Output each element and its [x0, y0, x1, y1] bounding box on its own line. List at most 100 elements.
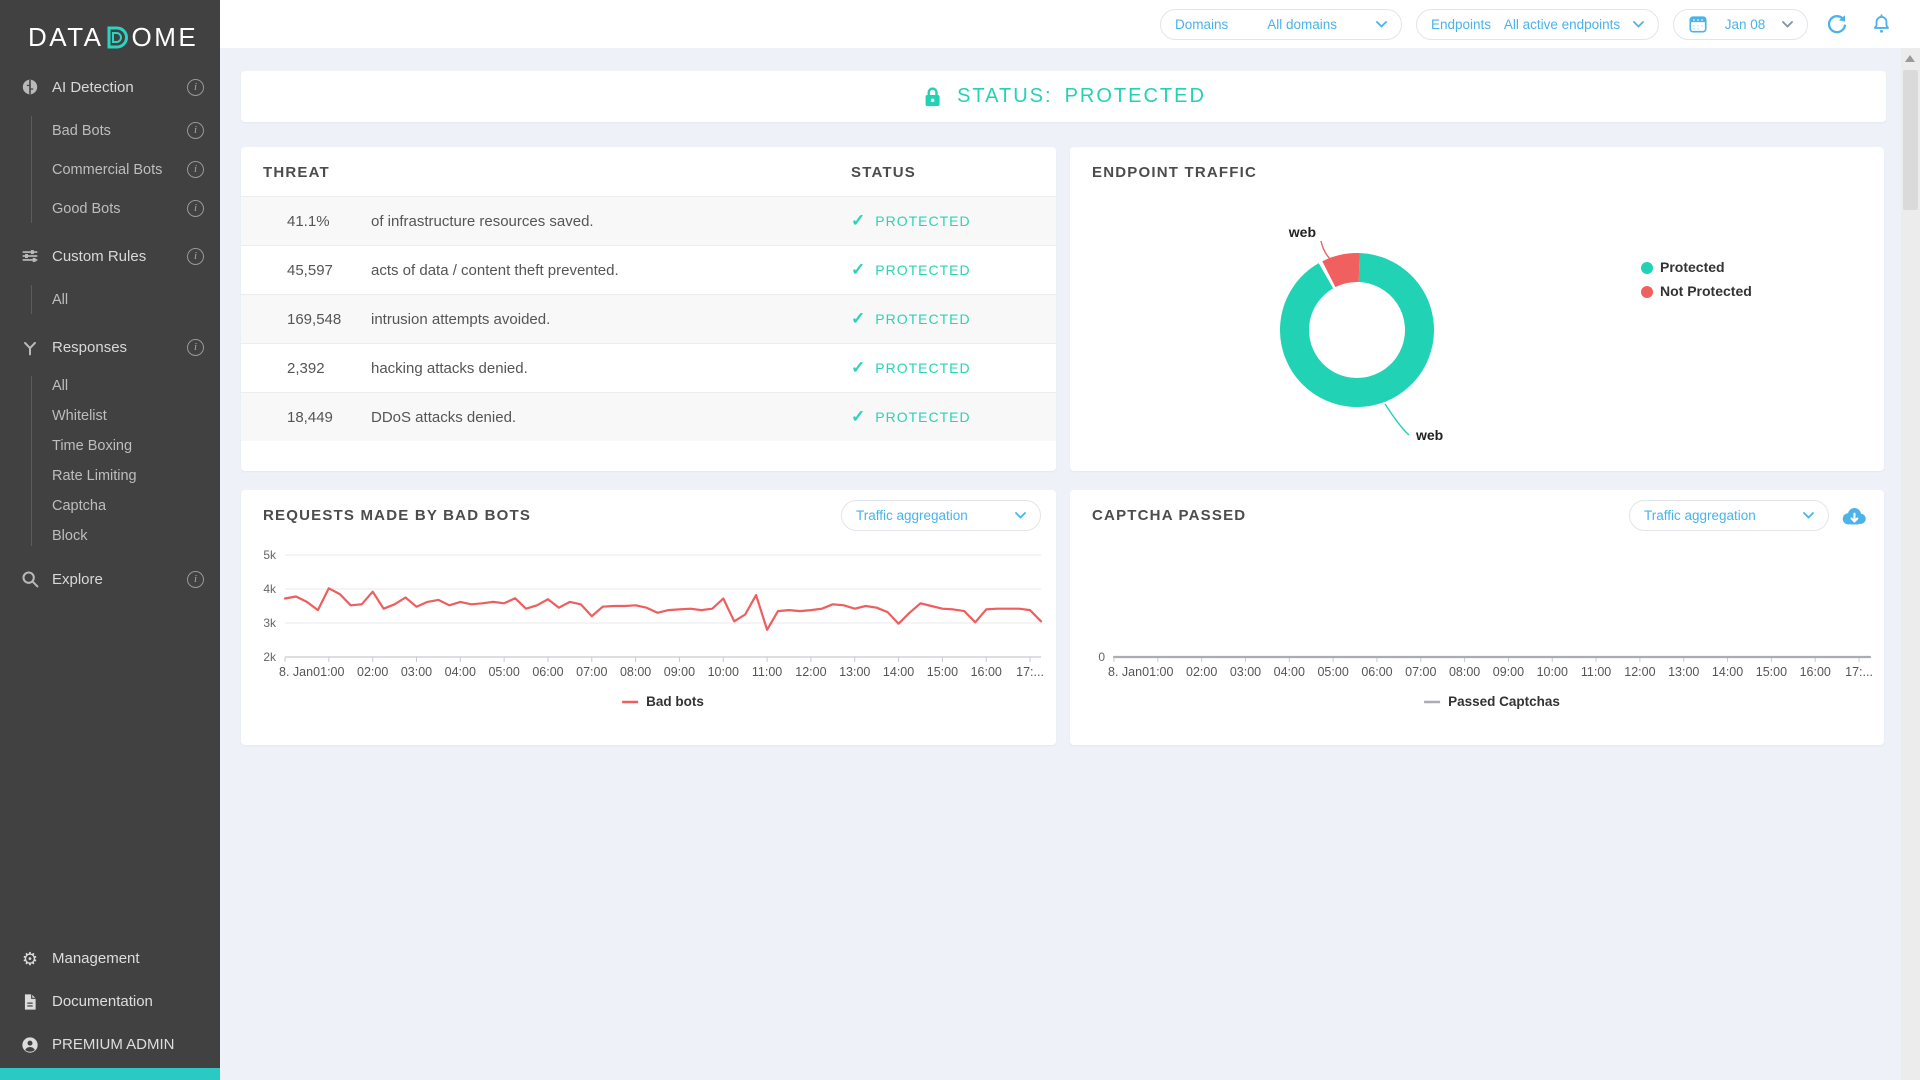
threat-table-row: 18,449 DDoS attacks denied. ✓ PROTECTED: [241, 392, 1056, 441]
protected-status-badge: ✓ PROTECTED: [851, 358, 1056, 378]
threat-value: 2,392: [287, 359, 325, 377]
legend-item-bad-bots[interactable]: Bad bots: [622, 694, 704, 709]
threat-status-header: STATUS: [851, 164, 916, 181]
sidebar-subitem-all[interactable]: All: [0, 371, 220, 401]
scrollbar-thumb[interactable]: [1903, 70, 1918, 210]
sidebar-subitem-block[interactable]: Block: [0, 521, 220, 551]
gear-icon: ⚙: [21, 948, 39, 969]
legend-item-passed-captchas[interactable]: Passed Captchas: [1424, 694, 1560, 709]
protected-status-text: PROTECTED: [875, 409, 971, 425]
chevron-down-icon: [1015, 512, 1026, 519]
svg-text:Protected: Protected: [1660, 259, 1725, 275]
info-icon[interactable]: i: [187, 570, 204, 588]
domains-dropdown[interactable]: Domains All domains: [1160, 8, 1402, 40]
subgroup-indent-line: [31, 116, 32, 223]
sidebar-item-premium-admin[interactable]: PREMIUM ADMIN: [0, 1023, 220, 1066]
sidebar-subitem-commercial-bots[interactable]: Commercial Bots i: [0, 150, 220, 189]
sidebar-item-management[interactable]: ⚙ Management: [0, 937, 220, 980]
threat-value: 169,548: [287, 310, 342, 328]
sidebar-subitem-time-boxing[interactable]: Time Boxing: [0, 431, 220, 461]
badbots-aggregation-dropdown[interactable]: Traffic aggregation: [841, 500, 1041, 531]
search-icon: [22, 571, 39, 588]
sidebar-item-label: Documentation: [52, 993, 153, 1010]
svg-text:03:00: 03:00: [401, 665, 432, 679]
legend-item-protected[interactable]: Protected: [1641, 259, 1725, 275]
sidebar-subitem-label: Whitelist: [52, 408, 107, 424]
sidebar-item-custom-rules[interactable]: Custom Rules i: [0, 234, 220, 278]
badbots-card-title: REQUESTS MADE BY BAD BOTS: [263, 507, 532, 524]
svg-text:13:00: 13:00: [839, 665, 870, 679]
svg-text:09:00: 09:00: [1493, 665, 1524, 679]
sidebar-item-label: Custom Rules: [52, 247, 147, 265]
check-icon: ✓: [851, 309, 867, 328]
sidebar-subitem-good-bots[interactable]: Good Bots i: [0, 189, 220, 228]
sidebar-item-label: PREMIUM ADMIN: [52, 1036, 175, 1053]
endpoint-traffic-donut-chart: web web Protected Not Protected: [1280, 224, 1752, 443]
svg-text:06:00: 06:00: [1361, 665, 1392, 679]
domains-label: Domains: [1175, 16, 1229, 32]
refresh-button[interactable]: [1822, 9, 1852, 39]
sidebar-subitem-label: Commercial Bots: [52, 161, 163, 178]
sidebar: DATA OME AI Detection i Bad Bots i Commercia…: [0, 0, 220, 1080]
svg-text:17:...: 17:...: [1845, 665, 1873, 679]
info-icon[interactable]: i: [187, 247, 204, 265]
legend-item-not-protected[interactable]: Not Protected: [1641, 283, 1752, 299]
info-icon[interactable]: i: [187, 78, 204, 96]
main-content: STATUS: PROTECTED THREAT STATUS 41.1% of …: [220, 48, 1920, 1080]
date-value: Jan 08: [1724, 16, 1766, 32]
svg-text:13:00: 13:00: [1668, 665, 1699, 679]
threat-table-row: 169,548 intrusion attempts avoided. ✓ PROTE…: [241, 294, 1056, 343]
topbar: Domains All domains Endpoints All active…: [220, 0, 1920, 48]
sidebar-item-label: Explore: [52, 570, 103, 588]
bad-bots-line-chart: 2k 3k 4k 5k 8. Jan 01:00 02:00 03:00 04:00 05:00 0…: [263, 548, 1044, 709]
sidebar-subitem-captcha[interactable]: Captcha: [0, 491, 220, 521]
sidebar-subitem-all[interactable]: All: [0, 280, 220, 319]
sidebar-item-responses[interactable]: Responses i: [0, 325, 220, 369]
info-icon[interactable]: i: [187, 200, 204, 217]
check-icon: ✓: [851, 211, 867, 230]
threat-table-row: 2,392 hacking attacks denied. ✓ PROTECTED: [241, 343, 1056, 392]
threat-value: 41.1%: [287, 212, 330, 230]
notifications-button[interactable]: [1866, 9, 1896, 39]
status-banner: STATUS: PROTECTED: [241, 71, 1886, 122]
status-value: PROTECTED: [1064, 85, 1206, 107]
brain-icon: [22, 79, 38, 95]
protected-status-text: PROTECTED: [875, 262, 971, 278]
threat-description: intrusion attempts avoided.: [371, 310, 551, 328]
protected-status-badge: ✓ PROTECTED: [851, 407, 1056, 427]
captcha-aggregation-dropdown[interactable]: Traffic aggregation: [1629, 500, 1829, 531]
svg-text:8. Jan: 8. Jan: [1108, 665, 1142, 679]
sidebar-item-explore[interactable]: Explore i: [0, 557, 220, 601]
info-icon[interactable]: i: [187, 122, 204, 139]
sliders-icon: [20, 246, 40, 266]
svg-text:14:00: 14:00: [1712, 665, 1743, 679]
logo-d-icon: [107, 26, 129, 48]
sidebar-item-ai-detection[interactable]: AI Detection i: [0, 65, 220, 109]
svg-text:web: web: [1415, 427, 1443, 443]
sidebar-subitem-label: Good Bots: [52, 200, 121, 217]
datadome-logo: DATA OME: [0, 0, 220, 53]
date-picker[interactable]: Jan 08: [1673, 8, 1808, 40]
sidebar-item-label: Responses: [52, 338, 128, 356]
protected-status-text: PROTECTED: [875, 360, 971, 376]
sidebar-subitem-whitelist[interactable]: Whitelist: [0, 401, 220, 431]
sidebar-item-documentation[interactable]: Documentation: [0, 980, 220, 1023]
svg-text:3k: 3k: [263, 616, 277, 630]
badbots-aggregation-label: Traffic aggregation: [856, 508, 968, 523]
scrollbar-up-arrow[interactable]: [1905, 55, 1915, 62]
page-scrollbar[interactable]: [1901, 48, 1920, 1080]
threat-table: 41.1% of infrastructure resources saved. ✓…: [241, 196, 1056, 441]
info-icon[interactable]: i: [187, 338, 204, 356]
threat-description: DDoS attacks denied.: [371, 408, 517, 426]
refresh-icon: [1827, 15, 1847, 34]
info-icon[interactable]: i: [187, 161, 204, 178]
user-icon: [22, 1036, 38, 1053]
threat-description: acts of data / content theft prevented.: [371, 261, 619, 279]
svg-text:02:00: 02:00: [357, 665, 388, 679]
sidebar-subitem-bad-bots[interactable]: Bad Bots i: [0, 111, 220, 150]
logo-text-suffix: OME: [131, 22, 199, 52]
export-button[interactable]: [1839, 501, 1869, 531]
endpoints-dropdown[interactable]: Endpoints All active endpoints: [1416, 8, 1659, 40]
sidebar-subitem-rate-limiting[interactable]: Rate Limiting: [0, 461, 220, 491]
endpoint-traffic-card: ENDPOINT TRAFFIC web web Protected Not Prot…: [1070, 147, 1884, 471]
